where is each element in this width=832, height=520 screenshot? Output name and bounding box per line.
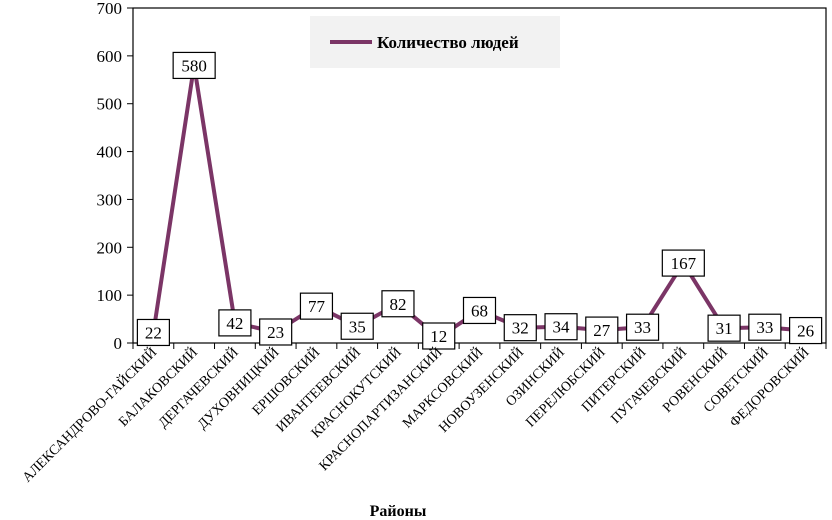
- data-label: 33: [625, 313, 660, 341]
- data-label-box: [503, 314, 537, 342]
- data-label-box: [625, 313, 660, 341]
- data-label-text: 27: [593, 321, 611, 340]
- data-label-text: 68: [471, 301, 488, 320]
- legend: Количество людей: [310, 16, 560, 68]
- data-label: 26: [789, 316, 823, 345]
- y-tick-label: 300: [97, 190, 123, 209]
- data-label: 34: [544, 313, 578, 341]
- data-label-text: 22: [145, 323, 162, 342]
- data-label-box: [748, 313, 782, 341]
- data-label-box: [422, 322, 456, 350]
- axes: [127, 7, 827, 349]
- x-axis-title: Районы: [370, 503, 427, 520]
- y-tick-label: 200: [97, 238, 123, 257]
- legend-label: Количество людей: [377, 33, 519, 52]
- data-label-box: [136, 318, 170, 347]
- data-label: 68: [462, 296, 497, 325]
- data-label-box: [544, 313, 578, 341]
- x-tick-labels: АЛЕКСАНДРОВО-ГАЙСКИЙБАЛАКОВСКИЙДЕРГАЧЕВС…: [18, 344, 812, 486]
- data-label-text: 34: [553, 318, 571, 337]
- data-label-box: [299, 292, 334, 320]
- y-tick-label: 400: [97, 143, 123, 162]
- data-label-text: 42: [226, 314, 243, 333]
- data-label-text: 32: [512, 319, 529, 338]
- data-label-text: 167: [671, 254, 697, 273]
- y-tick-labels: 0 100 200 300 400 500 600 700: [97, 0, 123, 353]
- data-label: 23: [259, 318, 293, 346]
- data-label-box: [789, 316, 823, 345]
- data-label: 77: [299, 292, 334, 320]
- data-label-text: 35: [349, 317, 366, 336]
- data-label: 27: [585, 316, 619, 344]
- data-label: 82: [381, 290, 415, 318]
- y-tick-label: 500: [97, 95, 123, 114]
- data-label: 32: [503, 314, 537, 342]
- data-label-text: 31: [716, 319, 733, 338]
- data-label: 12: [422, 322, 456, 350]
- data-label-text: 12: [430, 327, 447, 346]
- y-tick-label: 600: [97, 47, 123, 66]
- data-label-box: [218, 309, 252, 337]
- y-tick-label: 0: [114, 334, 123, 353]
- data-labels: 22 580 42 23 77 35 82 12 68 32 34 27 33 167 31 33 26: [136, 51, 823, 350]
- data-label-box: [381, 290, 415, 318]
- data-label-text: 580: [181, 56, 207, 75]
- data-label: 42: [218, 309, 252, 337]
- data-label: 580: [172, 51, 216, 80]
- data-label-box: [340, 312, 374, 340]
- data-label: 22: [136, 318, 170, 347]
- y-tick-label: 700: [97, 0, 123, 18]
- data-label-text: 33: [756, 318, 773, 337]
- data-label-box: [259, 318, 293, 346]
- data-label-box: [172, 51, 216, 80]
- data-label-box: [585, 316, 619, 344]
- data-label: 31: [707, 314, 741, 342]
- data-label-text: 33: [634, 318, 651, 337]
- series-layer: [151, 63, 808, 340]
- data-label-box: [661, 249, 705, 277]
- data-label-box: [707, 314, 741, 342]
- data-label-text: 77: [308, 297, 326, 316]
- y-tick-label: 100: [97, 286, 123, 305]
- data-label: 35: [340, 312, 374, 340]
- data-label-box: [462, 296, 497, 325]
- data-label-text: 82: [389, 295, 406, 314]
- data-label: 167: [661, 249, 705, 277]
- data-label-text: 26: [797, 322, 814, 341]
- plot-frame: [132, 7, 827, 344]
- data-label: 33: [748, 313, 782, 341]
- series-line: [151, 63, 808, 340]
- data-label-text: 23: [267, 323, 284, 342]
